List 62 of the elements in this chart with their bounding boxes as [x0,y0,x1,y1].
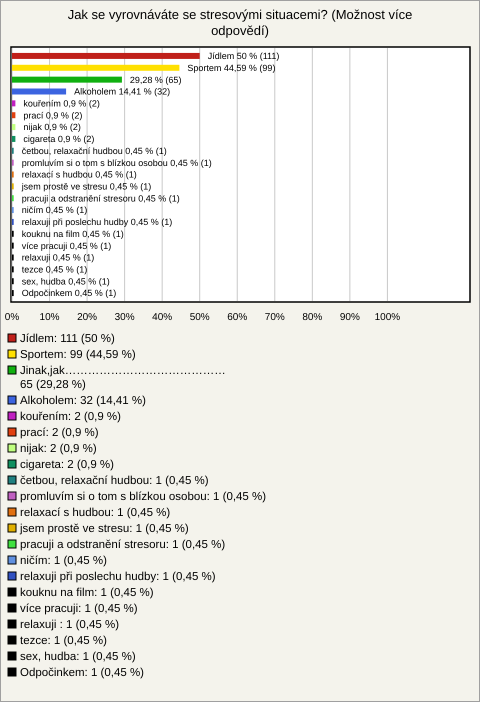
text: kouknu na film: 1 (0,45 %) [20,587,154,599]
chart-title: Jak se vyrovnáváte se stresovými situacemi? (Možnost více odpovědí) [68,7,412,38]
text: nijak: 2 (0,9 %) [20,443,97,455]
data-label: Jídlem 50 % (111) [208,51,280,62]
data-label: sex, hudba 0,45 % (1) [22,276,110,286]
text: četbou, relaxační hudbou: 1 (0,45 %) [20,475,209,487]
bar [12,100,16,106]
text: sex, hudba: 1 (0,45 %) [20,651,136,663]
data-label: četbou, relaxační hudbou 0,45 % (1) [22,146,167,156]
bar [12,52,200,59]
data-label: více pracuji 0,45 % (1) [22,240,112,251]
text: cigareta: 2 (0,9 %) [20,459,114,471]
text: Sportem: 99 (44,59 %) [20,349,136,361]
bar [12,88,66,94]
x-tick-label: 10% [40,312,60,323]
x-tick-label: 70% [264,312,285,323]
text: Alkoholem: 32 (14,41 %) [20,395,146,407]
data-label: Odpočinkem 0,45 % (1) [22,288,116,298]
text: pracuji a odstranění stresoru: 1 (0,45 %) [20,539,226,551]
data-label: promluvím si o tom s blízkou osobou 0,45 % (1) [22,158,212,168]
data-label: pracuji a odstranění stresoru 0,45 % (1) [22,193,180,204]
data-label: nijak 0,9 % (2) [23,122,81,132]
data-label: Alkoholem 14,41 % (32) [74,86,170,97]
text: relaxací s hudbou: 1 (0,45 %) [20,507,170,519]
x-tick-label: 80% [302,312,322,323]
data-label: tezce 0,45 % (1) [22,264,88,275]
bar [12,64,180,71]
text: více pracuji: 1 (0,45 %) [20,603,138,615]
data-label: kouknu na film 0,45 % (1) [22,228,124,239]
data-label: Sportem 44,59 % (99) [187,62,276,73]
x-tick-label: 100% [374,312,400,323]
data-label: 29,28 % (65) [130,74,182,85]
text: relaxuji při poslechu hudby: 1 (0,45 %) [20,571,216,583]
bar [12,112,16,118]
bar [12,136,16,142]
text: jsem prostě ve stresu: 1 (0,45 %) [19,523,189,535]
text: relaxuji : 1 (0,45 %) [20,619,120,631]
text: Jinak,jak…………………………………… 65 (29,28 %) [20,365,226,391]
text: Jídlem: 111 (50 %) [20,333,115,345]
x-tick-label: 40% [152,312,172,323]
text: prací: 2 (0,9 %) [20,427,99,439]
text: ničím: 1 (0,45 %) [20,555,108,567]
data-label: prací 0,9 % (2) [23,110,82,120]
text: kouřením: 2 (0,9 %) [20,411,122,423]
x-tick-label: 20% [77,312,98,323]
bar [12,124,16,130]
text: tezce: 1 (0,45 %) [20,635,108,647]
text: Odpočinkem: 1 (0,45 %) [20,667,144,679]
data-label: kouřením 0,9 % (2) [23,98,100,109]
data-label: ničím 0,45 % (1) [22,205,88,216]
data-label: jsem prostě ve stresu 0,45 % (1) [20,182,152,192]
text: promluvím si o tom s blízkou osobou: 1 (0,45 %) [20,491,266,503]
x-tick-label: 90% [340,312,360,323]
x-tick-label: 60% [227,312,248,323]
bar [12,76,122,83]
x-tick-label: 30% [114,312,135,323]
data-label: relaxací s hudbou 0,45 % (1) [22,170,137,180]
data-label: cigareta 0,9 % (2) [23,134,94,144]
data-label: relaxuji 0,45 % (1) [22,252,94,263]
x-tick-label: 50% [190,312,210,323]
data-label: relaxuji při poslechu hudby 0,45 % (1) [22,217,172,228]
x-tick-label: 0% [4,312,20,323]
